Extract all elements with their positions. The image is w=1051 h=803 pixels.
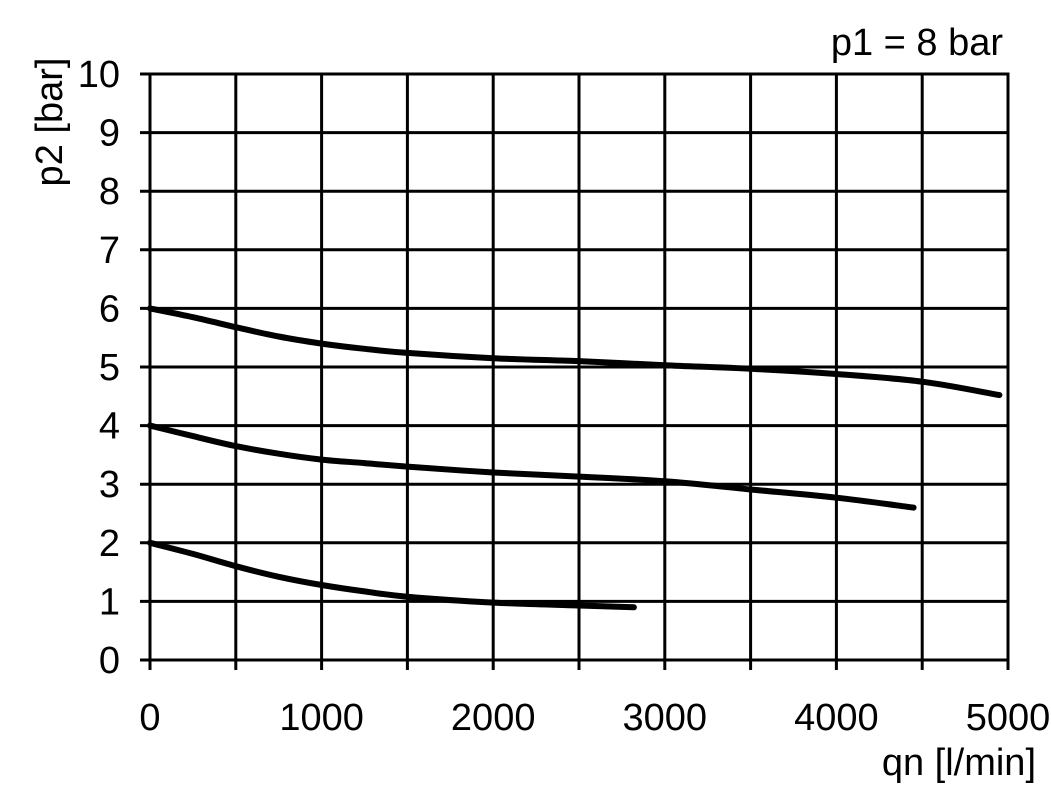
y-tick-label: 8 xyxy=(99,171,120,213)
x-tick-label: 2000 xyxy=(451,697,536,739)
series-lines xyxy=(147,305,1003,611)
grid xyxy=(140,72,1010,670)
tick-labels: 0 1000 2000 3000 4000 5000 0 1 2 3 4 5 6 7 8 9 10 xyxy=(78,54,1051,739)
y-axis-label: p2 [bar] xyxy=(29,58,71,187)
y-tick-label: 10 xyxy=(78,54,120,96)
y-tick-label: 3 xyxy=(99,464,120,506)
y-tick-label: 9 xyxy=(99,113,120,155)
y-tick-label: 2 xyxy=(99,523,120,565)
x-tick-label: 1000 xyxy=(279,697,364,739)
y-tick-label: 1 xyxy=(99,581,120,623)
y-tick-label: 6 xyxy=(99,288,120,330)
series-line-3 xyxy=(147,539,637,611)
plot-frame xyxy=(148,72,1010,662)
x-tick-label: 0 xyxy=(139,697,160,739)
y-tick-label: 0 xyxy=(99,640,120,682)
series-line-1 xyxy=(147,305,1003,399)
x-tick-label: 3000 xyxy=(623,697,708,739)
x-tick-label: 5000 xyxy=(966,697,1051,739)
y-tick-label: 5 xyxy=(99,347,120,389)
y-tick-label: 4 xyxy=(99,406,120,448)
y-tick-label: 7 xyxy=(99,230,120,272)
x-tick-label: 4000 xyxy=(794,697,879,739)
series-line-2 xyxy=(147,422,917,511)
x-axis-label: qn [l/min] xyxy=(882,742,1036,784)
annotation-p1: p1 = 8 bar xyxy=(831,22,1004,64)
